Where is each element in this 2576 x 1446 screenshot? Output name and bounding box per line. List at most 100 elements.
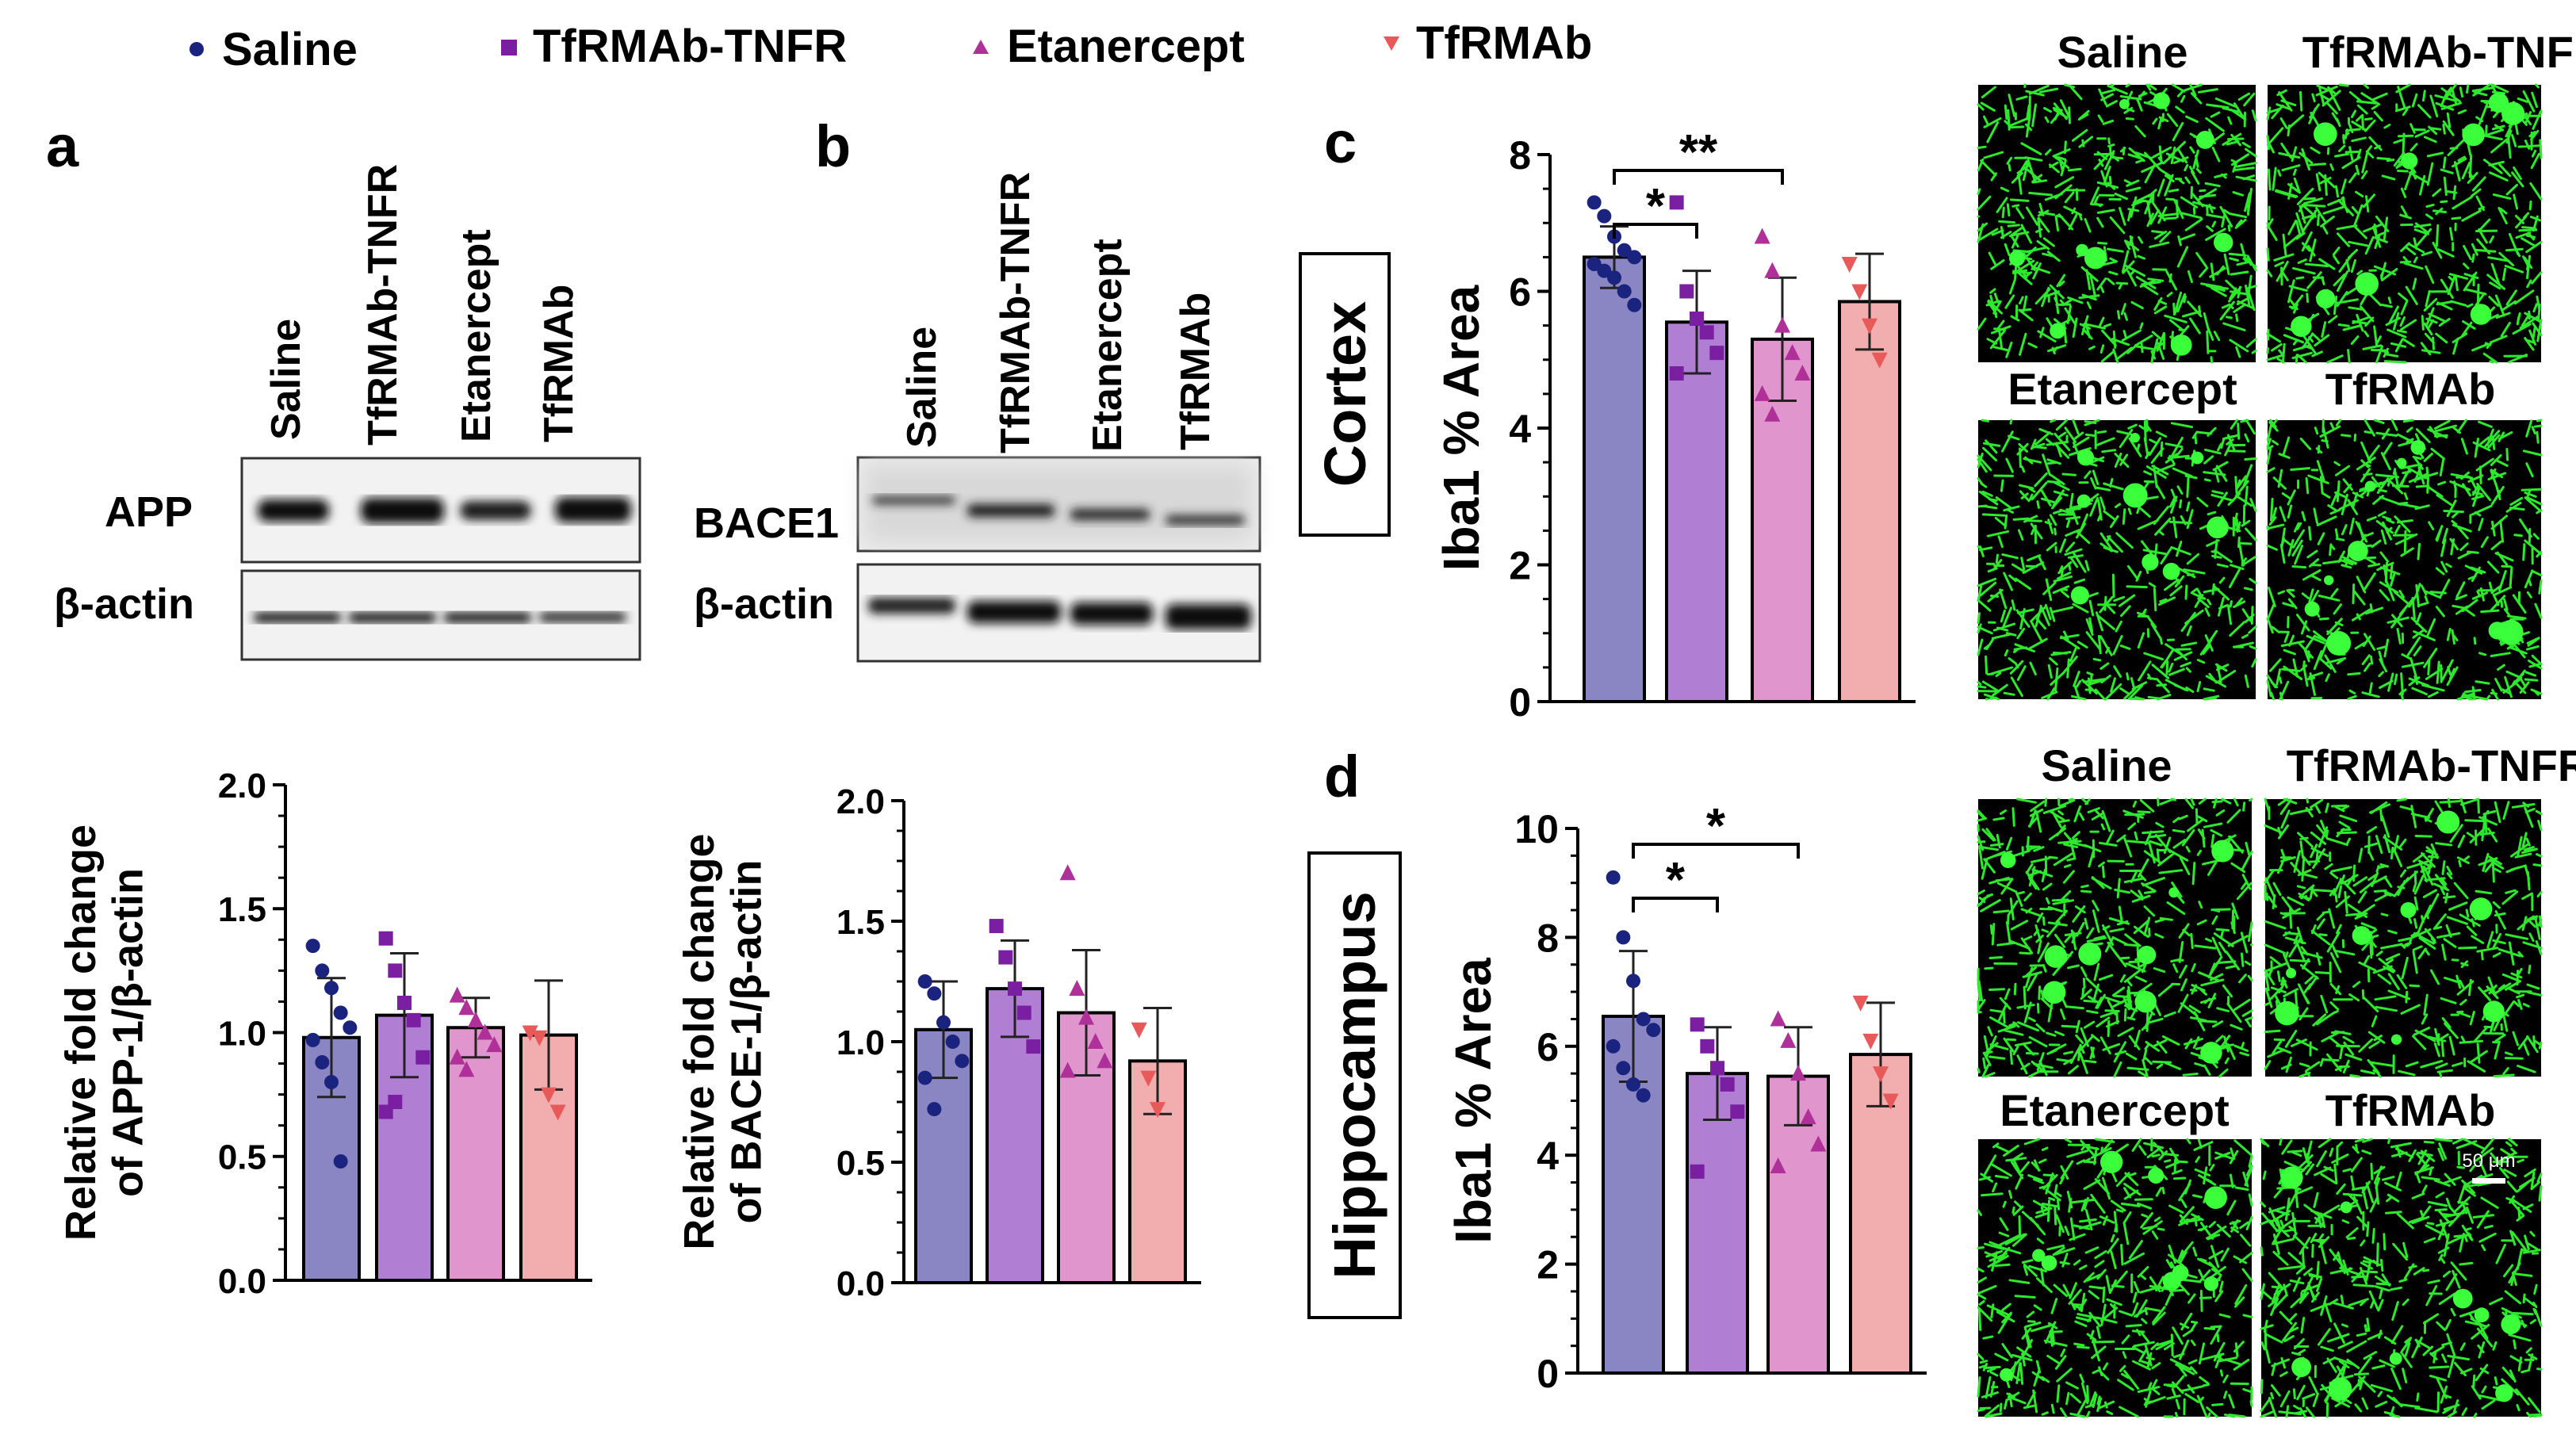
data-point-b-saline: [927, 986, 942, 1001]
micrograph-hippocampus-tfrmab-tnfr-cell: [2286, 967, 2297, 979]
micrograph-cortex-tfrmab-tnfr-cell: [2470, 304, 2492, 325]
data-point-d-tfrmab: [1852, 995, 1869, 1012]
data-point-a-saline: [315, 963, 330, 978]
y-tick-label-a: 1.0: [218, 1014, 266, 1053]
y-tick-label-a: 0.0: [218, 1262, 266, 1301]
data-point-b-tfrmab: [1140, 1070, 1157, 1087]
data-point-c-etanercept: [1794, 365, 1811, 381]
micrograph-cortex-etanercept-cell: [2207, 516, 2229, 539]
data-point-c-tfrmab: [1862, 318, 1877, 335]
data-point-a-saline: [343, 1020, 358, 1035]
data-point-d-etanercept: [1800, 1108, 1816, 1125]
data-point-b-etanercept: [1097, 1052, 1113, 1069]
data-point-a-etanercept: [477, 1023, 493, 1040]
micrograph-cortex-tfrmab-tnfr-cell: [2501, 101, 2525, 125]
region-label-cortex: Cortex: [1299, 252, 1391, 537]
legend-item-etanercept: Etanercept: [973, 21, 1245, 72]
data-point-d-tfrmab-tnfr: [1720, 1077, 1735, 1092]
data-point-d-tfrmab: [1862, 1033, 1879, 1050]
blot-a-lane-label-saline: Saline: [263, 319, 309, 440]
data-point-d-tfrmab-tnfr: [1700, 1039, 1715, 1054]
micrograph-cortex-etanercept-cell: [2130, 433, 2140, 443]
micrograph-hippocampus-etanercept-processes: [1977, 1138, 2253, 1418]
micrograph-hippocampus-etanercept-cell: [2032, 1249, 2046, 1262]
micrograph-hippocampus-tfrmab-cell: [2495, 1384, 2513, 1402]
data-point-b-etanercept: [1087, 1033, 1104, 1049]
micrograph-hippocampus-etanercept-cell: [2041, 1255, 2057, 1271]
micrograph-hippocampus-tfrmab-processes: [2260, 1138, 2543, 1418]
data-point-d-tfrmab-tnfr: [1730, 1104, 1745, 1119]
micrograph-cortex-tfrmab-tnfr-cell: [2401, 152, 2418, 170]
data-point-d-etanercept: [1770, 1157, 1786, 1173]
data-point-c-saline: [1587, 195, 1602, 210]
micrograph-hippocampus-saline-cell: [2211, 840, 2234, 863]
micrograph-cortex-tfrmab-cell: [2498, 619, 2524, 645]
data-point-d-saline: [1626, 1077, 1640, 1092]
micrograph-cortex-saline-cell: [2214, 232, 2233, 253]
micrograph-cortex-saline-cell: [2153, 92, 2170, 109]
micrograph-cortex-etanercept-cell: [2076, 494, 2091, 508]
data-point-d-tfrmab-tnfr: [1690, 1164, 1705, 1179]
y-tick-label-d: 4: [1537, 1134, 1559, 1178]
micrograph-cortex-tfrmab-tnfr-cell: [2314, 122, 2337, 147]
y-axis-label-d: Iba1 % Area: [1445, 958, 1502, 1244]
micrograph-hippocampus-saline-cell: [2000, 852, 2016, 868]
data-point-c-tfrmab-tnfr: [1669, 366, 1684, 381]
data-point-c-saline: [1627, 297, 1642, 312]
micrograph-cortex-tfrmab-tnfr-cell: [2462, 123, 2485, 147]
data-point-b-tfrmab: [1150, 1102, 1166, 1119]
micrograph-hippocampus-tfrmab-tnfr-cell: [2482, 1000, 2505, 1023]
legend-item-tfrmab-tnfr: TfRMAb-TNFR: [501, 21, 847, 72]
blot-a-lane-label-tfrmab-tnfr: TfRMAb-TNFR: [360, 164, 406, 446]
blot-a-app-band-etanercept: [460, 501, 531, 520]
data-point-a-tfrmab: [522, 1025, 538, 1042]
data-point-b-tfrmab-tnfr: [998, 950, 1013, 965]
micrograph-hippocampus-tfrmab-tnfr: [2264, 798, 2543, 1078]
legend-label-tfrmab-tnfr: TfRMAb-TNFR: [533, 21, 847, 72]
micrograph-hippocampus-saline-cell: [2200, 1042, 2222, 1064]
data-point-d-etanercept: [1770, 1010, 1786, 1027]
bar-chart-a: 0.0 0.5 1.0 1.5 2.0 Relative fold changeof AP…: [57, 767, 592, 1301]
y-tick-label-c: 0: [1509, 680, 1531, 725]
micrograph-hippocampus-etanercept: [1977, 1138, 2253, 1418]
bar-d-tfrmab-tnfr: [1686, 1072, 1749, 1375]
data-point-c-saline: [1627, 250, 1642, 265]
micrograph-cortex-tfrmab-cell: [2348, 541, 2368, 561]
region-label-hippocampus-text: Hippocampus: [1322, 891, 1388, 1279]
micrograph-cortex-saline-cell: [2050, 323, 2065, 339]
legend-marker-tfrmab: [1384, 36, 1399, 51]
blot-b-bace1-band-tfrmab: [1166, 515, 1245, 525]
micrograph-hippocampus-tfrmab-tnfr-processes: [2264, 798, 2543, 1078]
data-point-a-etanercept: [458, 1061, 475, 1077]
bar-c-tfrmab: [1838, 300, 1901, 703]
data-point-a-saline: [333, 1154, 348, 1169]
data-point-a-saline: [324, 981, 339, 996]
data-point-b-etanercept: [1059, 864, 1076, 881]
data-point-a-tfrmab-tnfr: [378, 931, 393, 946]
y-tick-label-c: 2: [1509, 544, 1531, 588]
y-tick-label-c: 4: [1509, 407, 1531, 451]
blot-b-actin-bands: [868, 598, 1251, 629]
region-label-hippocampus-box: [1307, 851, 1402, 1319]
y-tick-label-d: 10: [1514, 807, 1559, 851]
data-point-a-etanercept: [458, 999, 475, 1016]
micrograph-grid: Saline TfRMAb-TNFR Etanercept TfRMAb Saline T…: [1977, 27, 2576, 1418]
micrograph-cortex-tfrmab: [2266, 419, 2543, 701]
scale-bar: [2472, 1178, 2505, 1184]
data-point-d-saline: [1606, 870, 1621, 885]
data-point-d-saline: [1626, 974, 1640, 989]
micrograph-cortex-etanercept-cell: [2162, 562, 2180, 580]
data-point-c-etanercept: [1764, 405, 1781, 422]
bar-chart-c: 0 2 4 6 8 Iba1 % Area ***: [1433, 125, 1916, 725]
micrograph-hippocampus-tfrmab-cell: [2474, 1307, 2490, 1323]
micrograph-cortex-etanercept-cell: [2191, 451, 2204, 465]
data-point-c-tfrmab-tnfr: [1669, 195, 1684, 210]
micrograph-hippocampus-saline: [1977, 798, 2253, 1078]
data-point-a-tfrmab-tnfr: [388, 1095, 403, 1109]
blot-a-actin-band-etanercept: [444, 612, 531, 623]
y-tick-label-a: 1.5: [218, 890, 266, 929]
data-point-d-saline: [1616, 1061, 1631, 1076]
micrograph-hippocampus-etanercept-cell: [2100, 1150, 2123, 1173]
panel-letter-b: b: [815, 113, 851, 179]
region-label-cortex-text: Cortex: [1312, 301, 1378, 487]
